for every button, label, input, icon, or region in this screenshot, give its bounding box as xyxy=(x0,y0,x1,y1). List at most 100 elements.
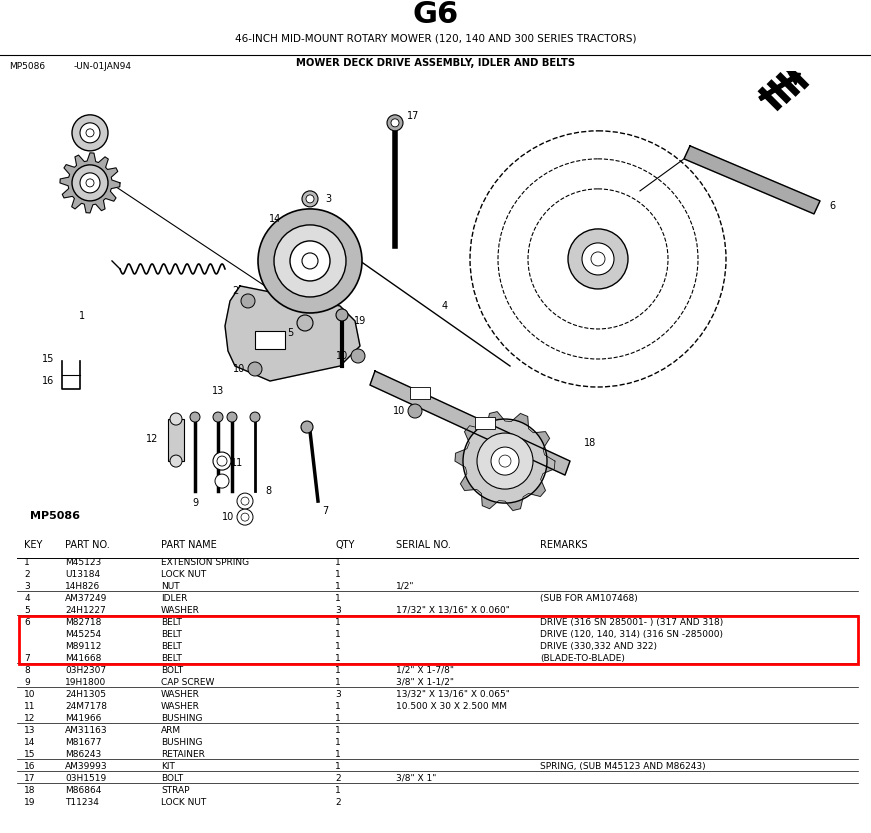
Text: 1: 1 xyxy=(335,726,341,735)
Text: 3/8" X 1-1/2": 3/8" X 1-1/2" xyxy=(396,678,455,686)
Circle shape xyxy=(387,115,403,131)
Text: 1: 1 xyxy=(335,618,341,626)
Circle shape xyxy=(306,195,314,203)
Text: M81677: M81677 xyxy=(65,738,102,746)
FancyArrow shape xyxy=(759,72,800,101)
Text: PART NO.: PART NO. xyxy=(65,540,110,550)
Text: 1: 1 xyxy=(335,581,341,591)
Text: M86243: M86243 xyxy=(65,750,102,759)
Circle shape xyxy=(80,122,100,142)
Text: 24H1227: 24H1227 xyxy=(65,606,106,615)
Text: 7: 7 xyxy=(322,506,328,516)
Bar xyxy=(475,417,495,429)
Text: 3: 3 xyxy=(325,194,331,204)
Text: 1: 1 xyxy=(335,594,341,603)
Bar xyxy=(255,331,285,349)
Circle shape xyxy=(302,253,318,269)
Circle shape xyxy=(290,241,330,281)
Text: 14: 14 xyxy=(24,738,36,746)
Text: BUSHING: BUSHING xyxy=(161,738,203,746)
Text: LOCK NUT: LOCK NUT xyxy=(161,798,206,806)
Text: QTY: QTY xyxy=(335,540,354,550)
Polygon shape xyxy=(60,153,120,213)
Text: M86864: M86864 xyxy=(65,786,102,795)
Circle shape xyxy=(351,349,365,363)
Text: 24H1305: 24H1305 xyxy=(65,690,106,699)
Polygon shape xyxy=(684,146,820,214)
Text: 15: 15 xyxy=(24,750,36,759)
Text: 17: 17 xyxy=(24,774,36,783)
Text: M82718: M82718 xyxy=(65,618,102,626)
Text: 2: 2 xyxy=(335,774,341,783)
Text: BELT: BELT xyxy=(161,618,182,626)
Text: 19H1800: 19H1800 xyxy=(65,678,106,686)
Text: NUT: NUT xyxy=(161,581,179,591)
Text: 1: 1 xyxy=(335,750,341,759)
Polygon shape xyxy=(455,412,555,511)
Text: MP5086: MP5086 xyxy=(9,62,44,72)
Text: 18: 18 xyxy=(24,786,36,795)
Text: DRIVE (330,332 AND 322): DRIVE (330,332 AND 322) xyxy=(540,641,657,651)
Polygon shape xyxy=(225,286,360,381)
Text: 16: 16 xyxy=(42,376,54,386)
Text: 24M7178: 24M7178 xyxy=(65,701,107,711)
Text: 1: 1 xyxy=(335,738,341,746)
Text: (SUB FOR AM107468): (SUB FOR AM107468) xyxy=(540,594,638,603)
Text: 18: 18 xyxy=(584,438,596,448)
Text: IDLER: IDLER xyxy=(161,594,187,603)
Text: MOWER DECK DRIVE ASSEMBLY, IDLER AND BELTS: MOWER DECK DRIVE ASSEMBLY, IDLER AND BEL… xyxy=(296,58,575,68)
Text: 1: 1 xyxy=(79,311,85,321)
Circle shape xyxy=(491,447,519,475)
Text: 3/8" X 1": 3/8" X 1" xyxy=(396,774,436,783)
Text: 1: 1 xyxy=(335,641,341,651)
Circle shape xyxy=(336,309,348,321)
Text: 4: 4 xyxy=(24,594,30,603)
Text: 1: 1 xyxy=(335,654,341,663)
Circle shape xyxy=(241,513,249,521)
Text: 13: 13 xyxy=(24,726,36,735)
Text: BELT: BELT xyxy=(161,654,182,663)
Circle shape xyxy=(72,115,108,151)
Text: 6: 6 xyxy=(829,201,835,211)
Text: 12: 12 xyxy=(24,714,36,723)
Text: LOCK NUT: LOCK NUT xyxy=(161,570,206,579)
Text: 6: 6 xyxy=(24,618,30,626)
Text: 17: 17 xyxy=(407,111,419,121)
Text: 03H2307: 03H2307 xyxy=(65,666,106,675)
Circle shape xyxy=(190,412,200,422)
Circle shape xyxy=(237,509,253,525)
Text: SERIAL NO.: SERIAL NO. xyxy=(396,540,451,550)
Circle shape xyxy=(591,252,605,266)
Text: BOLT: BOLT xyxy=(161,774,183,783)
Circle shape xyxy=(213,412,223,422)
Text: ARM: ARM xyxy=(161,726,181,735)
Polygon shape xyxy=(370,371,570,475)
Text: 14H826: 14H826 xyxy=(65,581,100,591)
Text: 10: 10 xyxy=(24,690,36,699)
Text: 17/32" X 13/16" X 0.060": 17/32" X 13/16" X 0.060" xyxy=(396,606,510,615)
Text: M41966: M41966 xyxy=(65,714,102,723)
Text: 10: 10 xyxy=(336,351,348,361)
Text: 1: 1 xyxy=(335,701,341,711)
Text: 19: 19 xyxy=(24,798,36,806)
Circle shape xyxy=(170,413,182,425)
Text: 12: 12 xyxy=(145,434,159,444)
Text: 1/2" X 1-7/8": 1/2" X 1-7/8" xyxy=(396,666,455,675)
Text: 2: 2 xyxy=(24,570,30,579)
Text: M45254: M45254 xyxy=(65,630,101,639)
Text: 9: 9 xyxy=(192,498,198,508)
Text: 1: 1 xyxy=(24,558,30,566)
Text: 1: 1 xyxy=(335,678,341,686)
Text: 1: 1 xyxy=(335,630,341,639)
Circle shape xyxy=(258,209,362,313)
Text: WASHER: WASHER xyxy=(161,690,200,699)
Text: SPRING, (SUB M45123 AND M86243): SPRING, (SUB M45123 AND M86243) xyxy=(540,761,706,771)
Text: REMARKS: REMARKS xyxy=(540,540,588,550)
Text: 3: 3 xyxy=(24,581,30,591)
Text: 1: 1 xyxy=(335,666,341,675)
Circle shape xyxy=(250,412,260,422)
Text: 14: 14 xyxy=(269,214,281,224)
Text: 11: 11 xyxy=(24,701,36,711)
Bar xyxy=(168,419,184,461)
Circle shape xyxy=(86,129,94,137)
